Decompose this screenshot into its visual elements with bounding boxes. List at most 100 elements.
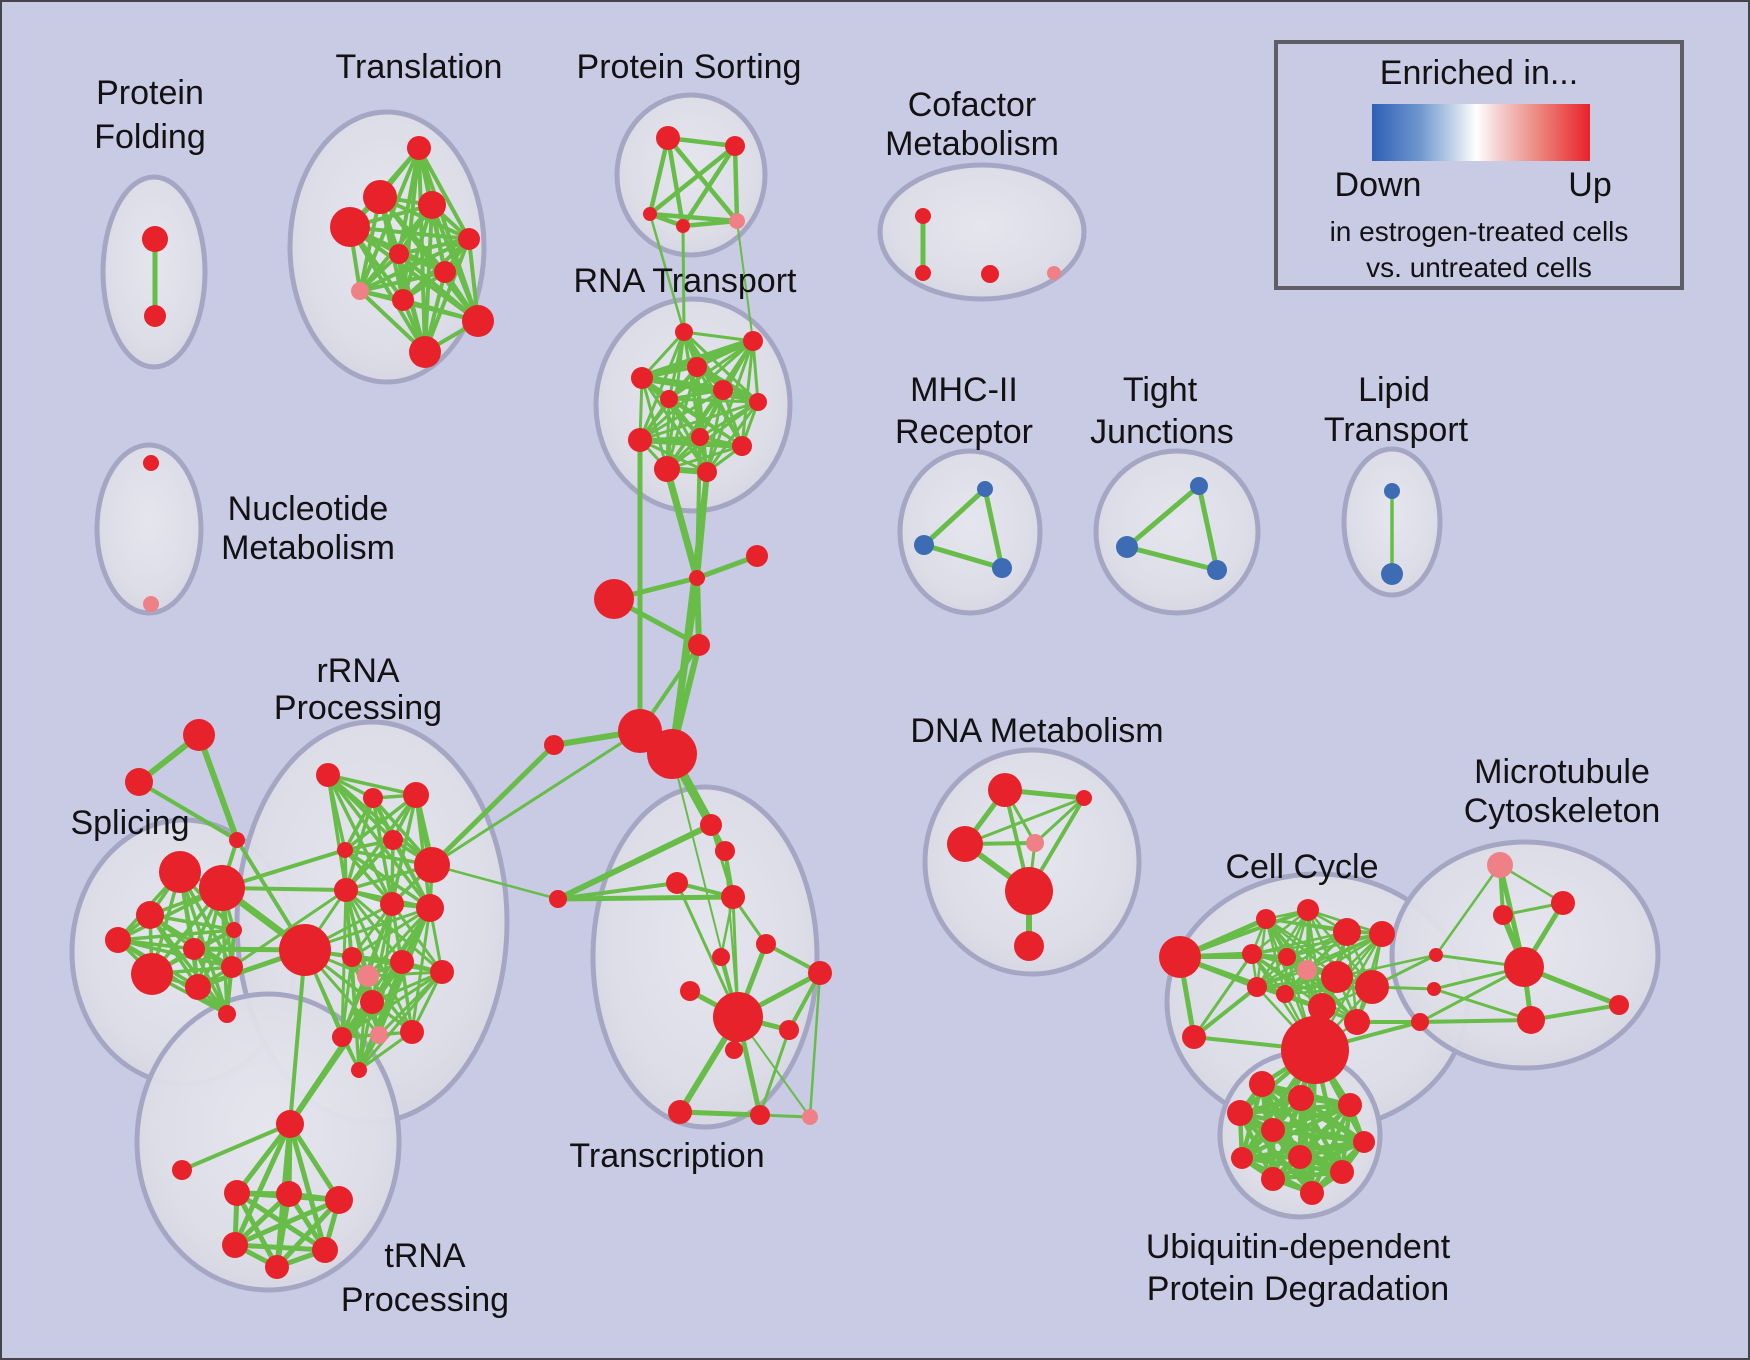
node-red xyxy=(144,305,166,327)
cluster-label-splicing: Splicing xyxy=(70,804,189,842)
edge xyxy=(665,135,686,229)
edge xyxy=(1335,953,1438,979)
node-red xyxy=(549,890,567,908)
edge xyxy=(366,906,432,978)
node-red xyxy=(221,956,243,978)
node-red xyxy=(172,1160,192,1180)
edge xyxy=(196,732,240,843)
node-red xyxy=(746,545,768,567)
edge xyxy=(1434,863,1502,957)
cluster-label-lipid-transport: Transport xyxy=(1324,411,1469,449)
node-red xyxy=(131,953,173,995)
cluster-label-lipid-transport: Lipid xyxy=(1358,371,1430,409)
node-red xyxy=(330,207,370,247)
edge xyxy=(1264,917,1384,936)
edge xyxy=(287,1121,328,1253)
node-red xyxy=(390,950,414,974)
cluster-label-translation: Translation xyxy=(336,48,503,86)
node-red xyxy=(721,885,745,909)
edge xyxy=(665,135,740,224)
cluster-label-rrna-processing: rRNA xyxy=(316,652,399,690)
edge xyxy=(430,729,642,867)
node-red xyxy=(676,219,690,233)
node-blue xyxy=(1190,477,1208,495)
edge xyxy=(397,237,471,256)
edge xyxy=(1270,1127,1367,1145)
edge xyxy=(682,330,760,404)
edge xyxy=(430,863,560,901)
node-red xyxy=(594,579,634,619)
node-red xyxy=(363,180,397,214)
legend-title: Enriched in... xyxy=(1379,54,1579,92)
edge xyxy=(555,822,714,902)
node-red xyxy=(1427,982,1441,996)
edge xyxy=(663,465,701,582)
node-red xyxy=(1330,1160,1354,1184)
node-red xyxy=(1231,1147,1253,1169)
node-red xyxy=(1261,1118,1285,1142)
edge xyxy=(1196,483,1220,573)
node-red xyxy=(430,960,454,984)
node-red xyxy=(342,947,362,967)
node-red xyxy=(143,455,159,471)
node-red xyxy=(732,436,752,456)
node-red xyxy=(743,331,763,351)
node-pink xyxy=(1026,834,1044,852)
edge xyxy=(751,339,760,404)
edge xyxy=(680,143,738,229)
edge xyxy=(350,955,361,1072)
cluster-label-transcription: Transcription xyxy=(569,1137,764,1175)
edge xyxy=(647,143,738,217)
node-red xyxy=(142,226,168,252)
edge xyxy=(638,330,686,442)
edge xyxy=(287,1121,342,1203)
node-red xyxy=(1159,936,1201,978)
node-red xyxy=(183,938,205,960)
edge xyxy=(647,211,740,224)
cluster-ellipse-protein-sorting xyxy=(614,92,768,258)
edge xyxy=(1250,932,1384,956)
edge xyxy=(1124,544,1220,573)
node-red xyxy=(689,570,705,586)
node-red xyxy=(229,832,245,848)
node-red xyxy=(1076,790,1092,806)
node-red xyxy=(226,922,242,938)
node-red xyxy=(1551,891,1575,915)
node-red xyxy=(403,782,429,808)
edge xyxy=(648,212,686,334)
node-blue xyxy=(977,481,993,497)
node-red xyxy=(981,265,999,283)
edge xyxy=(1250,908,1310,956)
node-red xyxy=(183,719,215,751)
cluster-label-nucleotide-metabolism: Nucleotide xyxy=(228,490,389,528)
node-red xyxy=(105,927,131,953)
node-red xyxy=(462,305,494,337)
cluster-label-protein-sorting: Protein Sorting xyxy=(577,48,802,86)
node-red xyxy=(750,1105,770,1125)
node-red xyxy=(1300,1181,1324,1205)
node-red xyxy=(1297,899,1319,921)
node-red xyxy=(1333,918,1361,946)
edge xyxy=(232,1197,342,1248)
node-red xyxy=(276,1181,302,1207)
edge xyxy=(430,203,480,323)
node-red xyxy=(416,894,444,922)
node-pink xyxy=(1487,852,1513,878)
node-red xyxy=(1517,1006,1545,1034)
node-red xyxy=(749,393,767,411)
node-blue xyxy=(1207,560,1227,580)
edge xyxy=(1432,987,1533,1022)
node-red xyxy=(1182,1025,1206,1049)
edge xyxy=(638,438,709,474)
node-red xyxy=(159,851,201,893)
node-pink xyxy=(1047,266,1061,280)
edge xyxy=(326,773,434,867)
node-red xyxy=(1429,948,1443,962)
node-red xyxy=(675,323,693,341)
edge xyxy=(350,906,432,959)
node-red xyxy=(628,428,652,452)
edge xyxy=(638,374,727,394)
edge xyxy=(921,486,988,548)
node-red xyxy=(1278,948,1296,966)
node-red xyxy=(725,136,745,156)
